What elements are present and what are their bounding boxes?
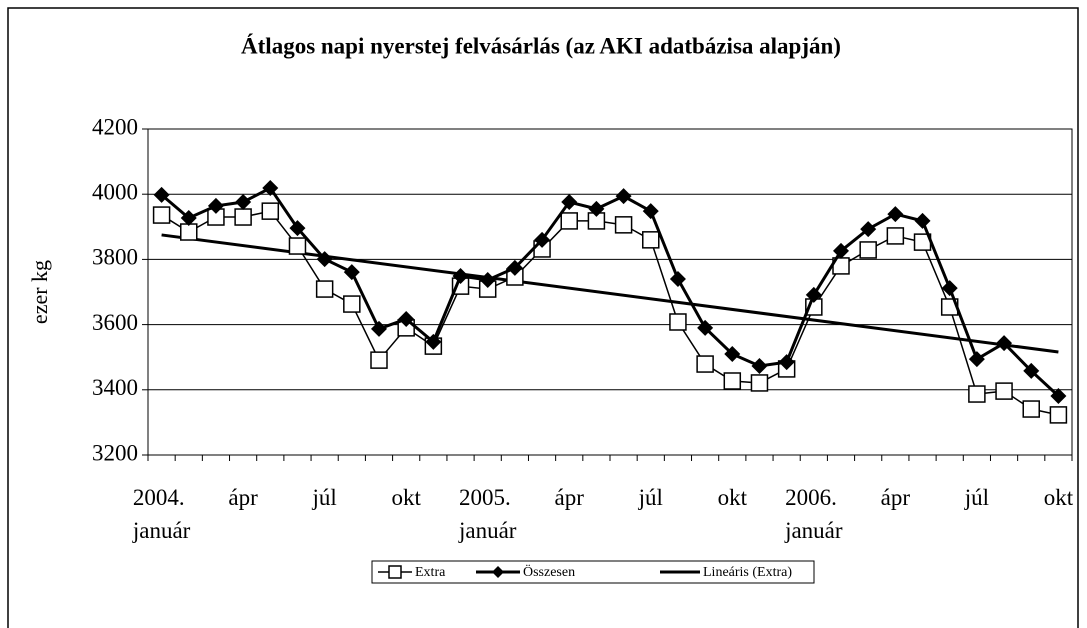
y-tick-label: 4200: [92, 114, 138, 139]
marker-diamond: [289, 220, 306, 237]
marker-diamond: [561, 194, 578, 211]
marker-diamond: [316, 251, 333, 268]
y-tick-label: 3400: [92, 375, 138, 400]
marker-diamond: [506, 259, 523, 276]
marker-square: [180, 223, 198, 241]
marker-diamond: [235, 194, 252, 211]
y-tick-label: 3800: [92, 245, 138, 270]
marker-diamond: [941, 280, 958, 297]
marker-square: [995, 382, 1013, 400]
marker-square: [261, 202, 280, 220]
x-tick-label: okt: [717, 485, 747, 510]
x-tick-label: ápr: [228, 485, 258, 510]
marker-square: [750, 374, 769, 392]
marker-diamond: [452, 268, 469, 285]
marker-diamond: [207, 197, 224, 214]
marker-square: [669, 313, 687, 331]
marker-square: [968, 385, 986, 403]
marker-diamond: [153, 186, 170, 203]
x-tick-label: ápr: [880, 485, 911, 510]
marker-square: [370, 351, 388, 369]
marker-square: [234, 208, 252, 226]
marker-diamond: [1023, 362, 1040, 379]
marker-square: [642, 231, 660, 249]
marker-diamond: [343, 264, 360, 281]
marker-diamond: [180, 209, 197, 226]
marker-square: [614, 216, 633, 234]
marker-square: [886, 227, 905, 245]
marker-diamond: [371, 320, 387, 337]
chart-border: [7, 7, 1079, 628]
x-tick-label: okt: [391, 485, 421, 510]
x-tick-label: ápr: [554, 485, 584, 510]
chart-title: Átlagos napi nyerstej felvásárlás (az AK…: [241, 33, 841, 58]
legend-label: Lineáris (Extra): [703, 565, 792, 580]
series-line: [161, 210, 1059, 416]
marker-diamond: [724, 345, 741, 362]
x-tick-label: 2004. január: [132, 485, 191, 543]
y-tick-label: 3600: [92, 310, 138, 335]
marker-diamond: [615, 188, 632, 205]
marker-diamond: [860, 221, 877, 238]
marker-square: [288, 237, 307, 255]
marker-diamond: [425, 333, 442, 350]
marker-diamond: [996, 335, 1013, 352]
legend-label: Összesen: [523, 563, 575, 580]
legend-marker: [492, 566, 504, 578]
y-axis-label: ezer kg: [27, 260, 52, 324]
marker-diamond: [398, 311, 415, 328]
x-tick-label: okt: [1043, 485, 1074, 510]
marker-diamond: [697, 319, 714, 336]
marker-square: [152, 206, 171, 224]
series-line: [160, 186, 1060, 398]
marker-diamond: [805, 286, 822, 303]
marker-diamond: [1050, 387, 1067, 404]
marker-square: [343, 295, 361, 313]
x-tick-label: júl: [964, 485, 990, 510]
legend-marker: [388, 565, 402, 579]
marker-square: [723, 372, 742, 390]
x-tick-label: 2005. január: [458, 485, 517, 543]
x-tick-label: júl: [638, 485, 663, 510]
marker-square: [1022, 400, 1040, 418]
marker-diamond: [751, 358, 768, 375]
marker-square: [315, 280, 334, 298]
marker-diamond: [914, 212, 931, 229]
marker-diamond: [968, 351, 985, 368]
legend-box: [371, 560, 815, 584]
marker-diamond: [642, 203, 659, 220]
marker-diamond: [833, 242, 849, 259]
marker-diamond: [262, 180, 279, 197]
marker-diamond: [669, 270, 686, 287]
marker-diamond: [887, 206, 904, 223]
marker-square: [560, 212, 578, 230]
y-tick-label: 3200: [92, 440, 138, 465]
trendline: [161, 233, 1059, 354]
x-tick-label: júl: [312, 485, 337, 510]
marker-diamond: [479, 271, 496, 288]
x-tick-label: 2006. január: [785, 485, 843, 543]
legend-label: Extra: [415, 565, 446, 580]
y-tick-label: 4000: [92, 179, 138, 204]
marker-square: [859, 241, 877, 259]
marker-diamond: [534, 231, 551, 248]
marker-diamond: [778, 354, 795, 371]
marker-square: [696, 355, 714, 373]
marker-diamond: [588, 200, 605, 217]
marker-square: [1049, 406, 1068, 424]
